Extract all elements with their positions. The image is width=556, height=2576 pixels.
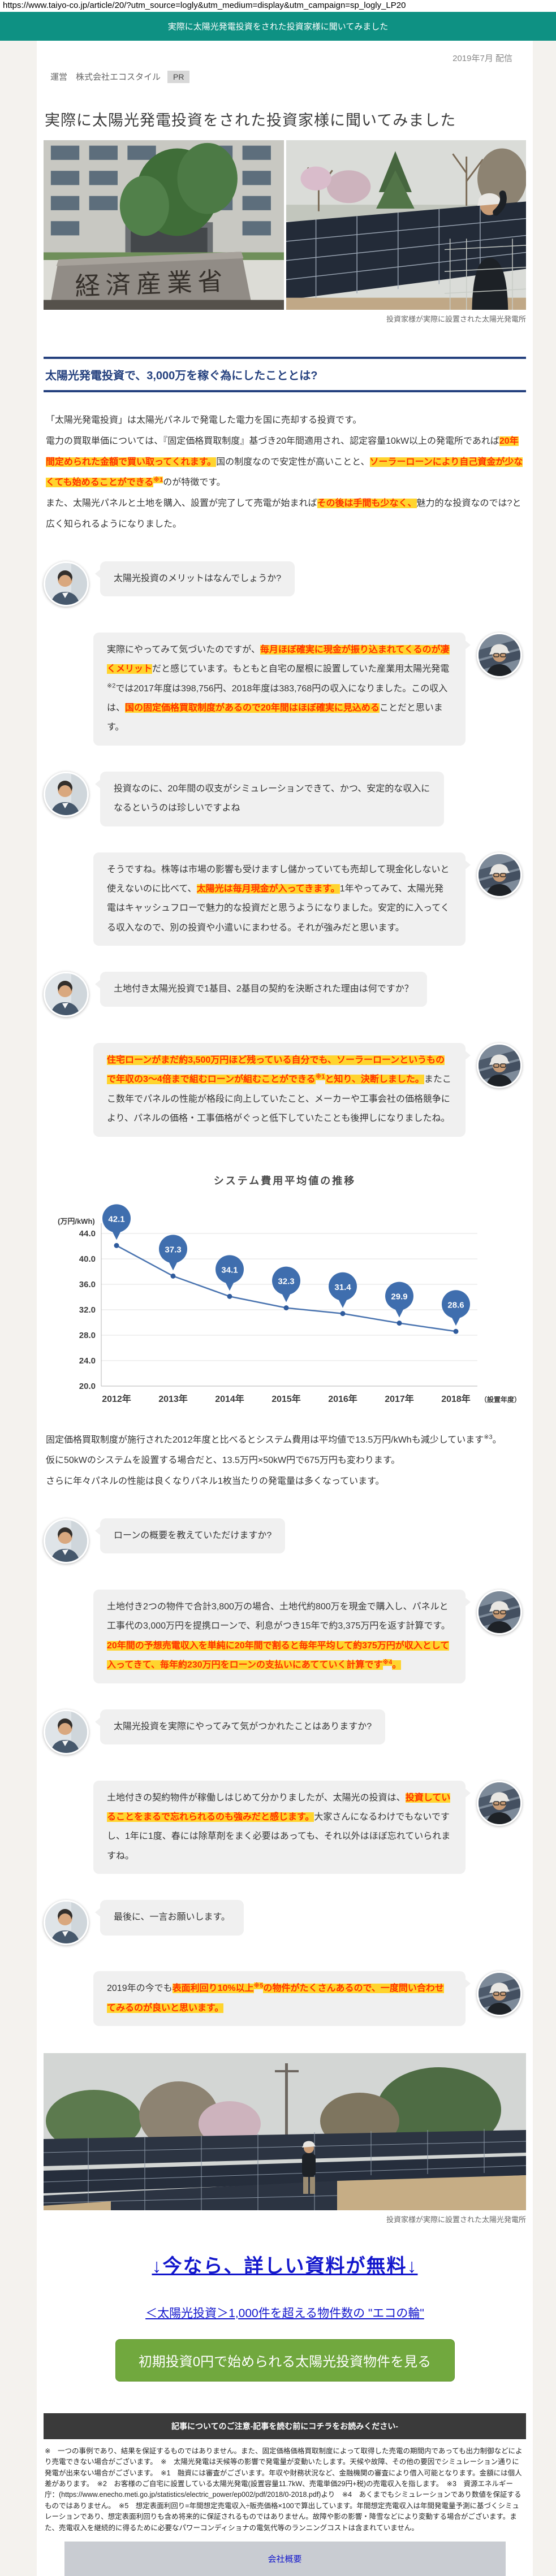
svg-text:42.1: 42.1 — [108, 1214, 124, 1224]
page-url: https://www.taiyo-co.jp/article/20/?utm_… — [0, 0, 556, 12]
answer-row: 2019年の今でも表面利回り10%以上※5の物件がたくさんあるので、一度問い合わ… — [44, 1971, 526, 2026]
question-bubble: ローンの概要を教えていただけますか? — [94, 1518, 286, 1554]
svg-text:37.3: 37.3 — [165, 1245, 181, 1254]
interview-chat-part1: 太陽光投資のメリットはなんでしょうか? 実際にやってみて気づいたのですが、毎月ほぼ… — [44, 561, 526, 1137]
svg-text:44.0: 44.0 — [79, 1229, 95, 1239]
answer-row: 実際にやってみて気づいたのですが、毎月ほぼ確実に現金が振り込まれてくるのが凄くメ… — [44, 632, 526, 746]
svg-text:2014年: 2014年 — [215, 1393, 244, 1404]
pr-badge: PR — [167, 71, 190, 83]
answer-bubble: 土地付きの契約物件が稼働しはじめて分かりましたが、太陽光の投資は、投資しているこ… — [93, 1780, 471, 1874]
question-bubble: 太陽光投資のメリットはなんでしょうか? — [94, 561, 295, 597]
investor-avatar — [477, 1043, 522, 1089]
svg-text:2015年: 2015年 — [271, 1393, 301, 1404]
question-row: 投資なのに、20年間の収支がシミュレーションできて、かつ、安定的な収入になるとい… — [44, 771, 526, 826]
system-cost-line-chart: 20.0 24.0 28.0 32.0 36.0 40.0 44.0 (万円/kWh) 42.1… — [44, 1188, 526, 1420]
answer-bubble: そうですね。株等は市場の影響も受けますし儲かっていても売却して現金化しないと使え… — [93, 852, 471, 946]
interviewer-avatar — [44, 1900, 89, 1946]
question-bubble: 太陽光投資を実際にやってみて気がつかれたことはありますか? — [94, 1709, 386, 1744]
svg-text:24.0: 24.0 — [79, 1356, 95, 1366]
photo-solar-plant — [286, 140, 526, 310]
notice-bar: 記事についてのご注意-記事を読む前にコチラをお読みください- — [44, 2413, 526, 2439]
investor-avatar — [477, 1971, 522, 2017]
interviewer-avatar — [44, 771, 89, 817]
view-properties-button[interactable]: 初期投資0円で始められる太陽光投資物件を見る — [115, 2339, 455, 2382]
cta-section: ↓今なら、詳しい資料が無料↓ ＜太陽光投資＞1,000件を超える物件数の "エコ… — [44, 2224, 526, 2382]
section-heading: 太陽光発電投資で、3,000万を稼ぐ為にしたこととは? — [44, 357, 526, 392]
fine-print: ※ 一つの事例であり、結果を保証するものではありません。また、固定価格価格買取制… — [45, 2447, 523, 2532]
operator-row: 運営 株式会社エコスタイル PR — [44, 71, 526, 83]
photo-government-building: 経済産業省 — [44, 140, 284, 310]
site-header-text: 実際に太陽光発電投資をされた投資家様に聞いてみました — [167, 22, 389, 32]
investor-avatar — [477, 1780, 522, 1826]
svg-text:経済産業省: 経済産業省 — [75, 267, 229, 300]
photo-solar-farm-wide — [44, 2053, 526, 2210]
answer-bubble: 住宅ローンがまだ約3,500万円ほど残っている自分でも、ソーラーローンというもの… — [93, 1043, 471, 1137]
intro-paragraph: 「太陽光発電投資」は太陽光パネルで発電した電力を国に売却する投資です。 電力の買取… — [46, 415, 523, 529]
solar-farm-illustration — [44, 2053, 526, 2210]
chart-block: システム費用平均値の推移 20.0 24.0 28.0 32.0 36.0 40.0 44.… — [44, 1173, 526, 1420]
question-row: 土地付き太陽光投資で1基目、2基目の契約を決断された理由は何ですか？ — [44, 972, 526, 1018]
svg-text:28.6: 28.6 — [447, 1300, 464, 1310]
answer-bubble: 実際にやってみて気づいたのですが、毎月ほぼ確実に現金が振り込まれてくるのが凄くメ… — [93, 632, 471, 746]
svg-text:2013年: 2013年 — [158, 1393, 188, 1404]
site-header-bar: 実際に太陽光発電投資をされた投資家様に聞いてみました — [0, 12, 556, 41]
interview-chat-part2: ローンの概要を教えていただけますか? 土地付き2つの物件で合計3,800万の場合、… — [44, 1518, 526, 2026]
published-date: 2019年7月 配信 — [452, 54, 512, 63]
solar-plant-illustration — [286, 140, 526, 310]
investor-avatar — [477, 1590, 522, 1635]
question-row: 最後に、一言お願いします。 — [44, 1900, 526, 1946]
svg-text:(万円/kWh): (万円/kWh) — [58, 1217, 95, 1226]
svg-text:2016年: 2016年 — [328, 1393, 357, 1404]
answer-bubble: 2019年の今でも表面利回り10%以上※5の物件がたくさんあるので、一度問い合わ… — [93, 1971, 471, 2026]
svg-text:34.1: 34.1 — [221, 1265, 238, 1275]
operator-label: 運営 株式会社エコスタイル — [50, 72, 161, 82]
investor-figure — [471, 191, 508, 310]
company-overview-link[interactable]: 会社概要 — [268, 2554, 302, 2564]
bottom-photo-caption: 投資家様が実際に設置された太陽光発電所 — [386, 2215, 526, 2224]
question-bubble: 土地付き太陽光投資で1基目、2基目の契約を決断された理由は何ですか？ — [95, 972, 427, 1007]
answer-bubble: 土地付き2つの物件で合計3,800万の場合、土地代約800万を現金で購入し、パネ… — [93, 1590, 471, 1683]
hero-photo-caption: 投資家様が実際に設置された太陽光発電所 — [386, 315, 526, 323]
svg-text:28.0: 28.0 — [79, 1331, 95, 1340]
investor-figure-small — [302, 2141, 316, 2194]
investor-avatar — [477, 852, 522, 898]
post-chart-paragraph: 固定価格買取制度が施行された2012年度と比べるとシステム費用は平均値で13.5… — [46, 1434, 502, 1487]
interviewer-avatar — [44, 561, 89, 607]
svg-text:29.9: 29.9 — [391, 1292, 407, 1301]
svg-text:2017年: 2017年 — [385, 1393, 414, 1404]
interviewer-avatar — [44, 1709, 89, 1755]
svg-text:31.4: 31.4 — [334, 1282, 351, 1292]
page-title: 実際に太陽光発電投資をされた投資家様に聞いてみました — [45, 112, 456, 129]
chart-title: システム費用平均値の推移 — [213, 1175, 356, 1187]
answer-row: 土地付き2つの物件で合計3,800万の場合、土地代約800万を現金で購入し、パネ… — [44, 1590, 526, 1683]
interviewer-avatar — [44, 972, 89, 1018]
svg-text:2018年: 2018年 — [441, 1393, 471, 1404]
svg-text:40.0: 40.0 — [79, 1254, 95, 1264]
svg-text:32.0: 32.0 — [79, 1305, 95, 1315]
answer-row: そうですね。株等は市場の影響も受けますし儲かっていても売却して現金化しないと使え… — [44, 852, 526, 946]
svg-text:32.3: 32.3 — [278, 1276, 294, 1286]
chart-canvas: 20.0 24.0 28.0 32.0 36.0 40.0 44.0 (万円/kWh) 42.1… — [58, 1204, 521, 1404]
interviewer-avatar — [44, 1518, 89, 1564]
hero-photo-row: 経済産業省 — [44, 140, 526, 310]
question-bubble: 最後に、一言お願いします。 — [95, 1900, 244, 1936]
investor-avatar — [477, 632, 522, 678]
question-bubble: 投資なのに、20年間の収支がシミュレーションできて、かつ、安定的な収入になるとい… — [95, 771, 444, 826]
free-documents-link[interactable]: ↓今なら、詳しい資料が無料↓ — [152, 2255, 418, 2277]
article-card: 2019年7月 配信 運営 株式会社エコスタイル PR 実際に太陽光発電投資をされ… — [37, 41, 533, 2576]
question-row: 太陽光投資を実際にやってみて気がつかれたことはありますか? — [44, 1709, 526, 1755]
question-row: ローンの概要を教えていただけますか? — [44, 1518, 526, 1564]
answer-row: 土地付きの契約物件が稼働しはじめて分かりましたが、太陽光の投資は、投資しているこ… — [44, 1780, 526, 1874]
question-row: 太陽光投資のメリットはなんでしょうか? — [44, 561, 526, 607]
svg-text:36.0: 36.0 — [79, 1280, 95, 1289]
answer-row: 住宅ローンがまだ約3,500万円ほど残っている自分でも、ソーラーローンというもの… — [44, 1043, 526, 1137]
eco-no-wa-link[interactable]: ＜太陽光投資＞1,000件を超える物件数の "エコの輪" — [145, 2306, 424, 2320]
svg-text:（設置年度）: （設置年度） — [480, 1395, 517, 1404]
svg-text:20.0: 20.0 — [79, 1382, 95, 1391]
government-building-illustration: 経済産業省 — [44, 140, 284, 310]
svg-text:2012年: 2012年 — [102, 1393, 131, 1404]
company-overview-bar: 会社概要 — [64, 2541, 506, 2576]
